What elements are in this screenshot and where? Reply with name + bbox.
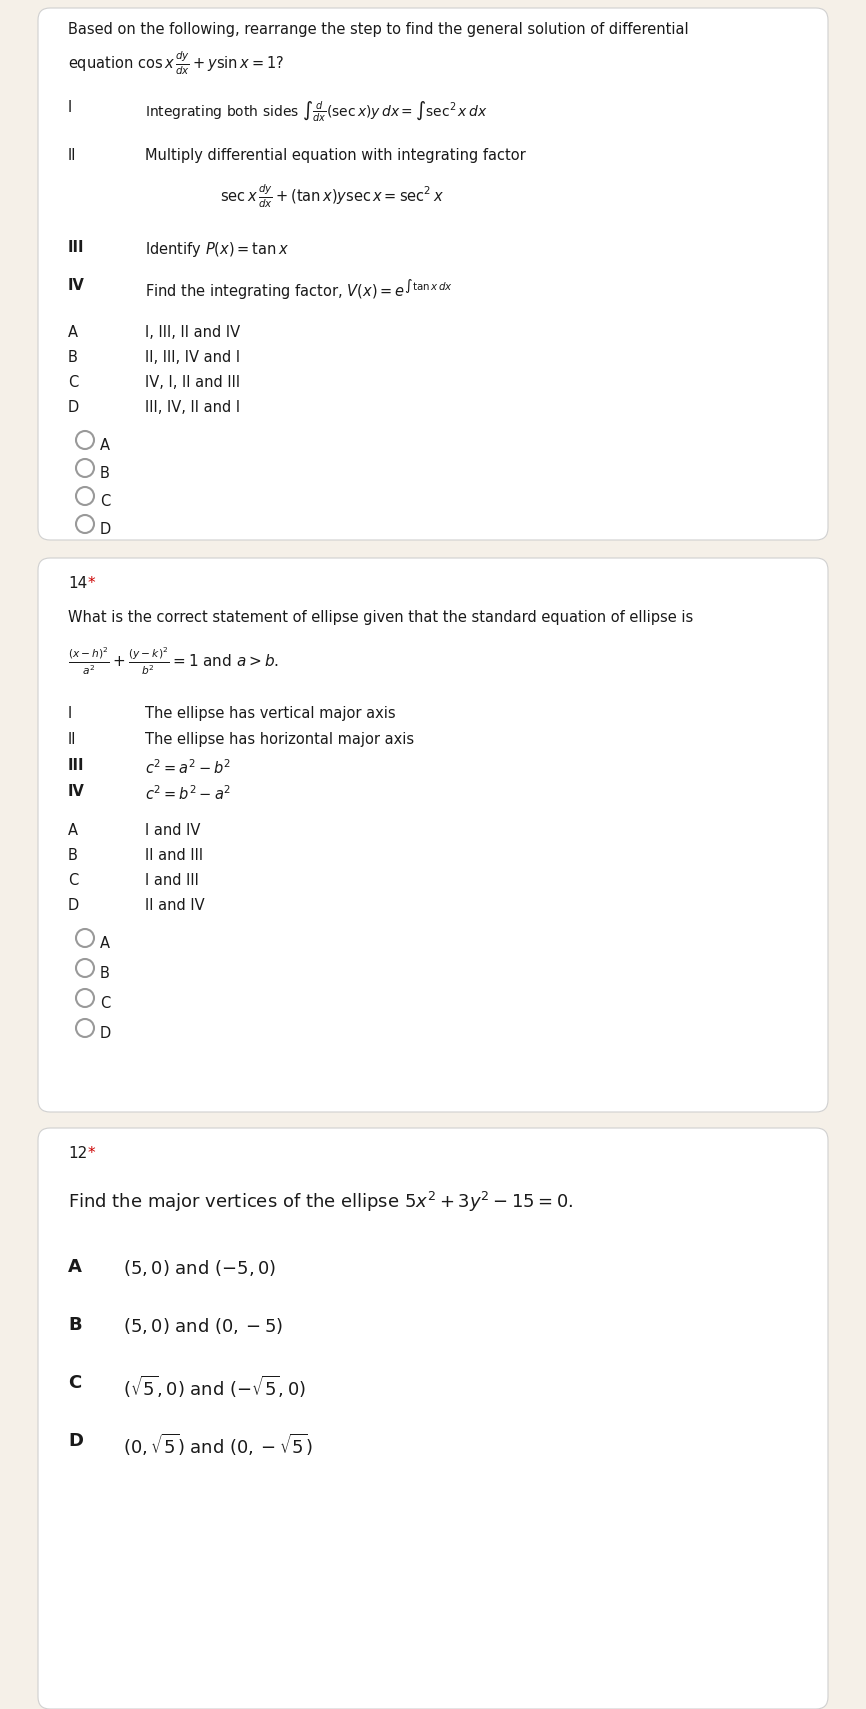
Text: $(\sqrt{5}, 0)$ and $(-\sqrt{5}, 0)$: $(\sqrt{5}, 0)$ and $(-\sqrt{5}, 0)$ [123, 1374, 306, 1400]
Text: A: A [68, 1258, 82, 1277]
Text: The ellipse has vertical major axis: The ellipse has vertical major axis [145, 706, 396, 721]
Text: $(0, \sqrt{5})$ and $(0, -\sqrt{5})$: $(0, \sqrt{5})$ and $(0, -\sqrt{5})$ [123, 1432, 313, 1458]
Text: equation $\cos x\,\frac{dy}{dx} + y\sin x = 1$?: equation $\cos x\,\frac{dy}{dx} + y\sin … [68, 50, 284, 77]
Text: B: B [68, 848, 78, 863]
Text: I and III: I and III [145, 873, 199, 889]
Text: D: D [100, 1025, 111, 1041]
Text: A: A [68, 325, 78, 340]
Text: II and IV: II and IV [145, 897, 204, 913]
Text: A: A [100, 438, 110, 453]
Text: C: C [68, 873, 78, 889]
Text: IV: IV [68, 279, 85, 292]
Text: IV, I, II and III: IV, I, II and III [145, 374, 240, 390]
Text: III, IV, II and I: III, IV, II and I [145, 400, 240, 415]
Text: I and IV: I and IV [145, 824, 200, 837]
Text: Find the integrating factor, $V(x) = e^{\int \tan x\,dx}$: Find the integrating factor, $V(x) = e^{… [145, 279, 453, 302]
Text: B: B [100, 467, 110, 480]
Text: II, III, IV and I: II, III, IV and I [145, 350, 240, 366]
FancyBboxPatch shape [38, 1128, 828, 1709]
Text: *: * [88, 1147, 95, 1160]
Text: III: III [68, 239, 85, 255]
FancyBboxPatch shape [38, 559, 828, 1113]
Text: B: B [100, 966, 110, 981]
Text: 14: 14 [68, 576, 87, 591]
Text: Integrating both sides $\int \frac{d}{dx}(\sec x)y\,dx = \int \sec^2 x\,dx$: Integrating both sides $\int \frac{d}{dx… [145, 101, 488, 125]
Text: $\sec x\,\frac{dy}{dx} + (\tan x)y\sec x = \sec^2 x$: $\sec x\,\frac{dy}{dx} + (\tan x)y\sec x… [220, 183, 444, 210]
Text: What is the correct statement of ellipse given that the standard equation of ell: What is the correct statement of ellipse… [68, 610, 694, 625]
Text: *: * [88, 576, 95, 591]
Text: A: A [100, 937, 110, 950]
Text: D: D [68, 400, 80, 415]
Text: II: II [68, 731, 76, 747]
Text: The ellipse has horizontal major axis: The ellipse has horizontal major axis [145, 731, 414, 747]
Text: I, III, II and IV: I, III, II and IV [145, 325, 240, 340]
Text: $c^2 = a^2 - b^2$: $c^2 = a^2 - b^2$ [145, 759, 231, 776]
Text: $\frac{(x-h)^2}{a^2} + \frac{(y-k)^2}{b^2} = 1$ and $a > b$.: $\frac{(x-h)^2}{a^2} + \frac{(y-k)^2}{b^… [68, 646, 279, 677]
Text: B: B [68, 1316, 81, 1335]
Text: II and III: II and III [145, 848, 204, 863]
Text: IV: IV [68, 784, 85, 800]
Text: Based on the following, rearrange the step to find the general solution of diffe: Based on the following, rearrange the st… [68, 22, 688, 38]
Text: I: I [68, 706, 72, 721]
Text: III: III [68, 759, 85, 772]
Text: C: C [100, 996, 110, 1012]
Text: $c^2 = b^2 - a^2$: $c^2 = b^2 - a^2$ [145, 784, 231, 803]
Text: Identify $P(x) = \tan x$: Identify $P(x) = \tan x$ [145, 239, 289, 260]
Text: Multiply differential equation with integrating factor: Multiply differential equation with inte… [145, 149, 526, 162]
Text: C: C [100, 494, 110, 509]
Text: $(5, 0)$ and $(0, -5)$: $(5, 0)$ and $(0, -5)$ [123, 1316, 283, 1336]
Text: II: II [68, 149, 76, 162]
Text: A: A [68, 824, 78, 837]
Text: B: B [68, 350, 78, 366]
Text: D: D [100, 521, 111, 537]
Text: D: D [68, 1432, 83, 1449]
Text: D: D [68, 897, 80, 913]
Text: 12: 12 [68, 1147, 87, 1160]
Text: Find the major vertices of the ellipse $5x^2 + 3y^2 - 15 = 0$.: Find the major vertices of the ellipse $… [68, 1189, 573, 1213]
Text: C: C [68, 374, 78, 390]
Text: I: I [68, 101, 72, 115]
Text: $(5, 0)$ and $(-5, 0)$: $(5, 0)$ and $(-5, 0)$ [123, 1258, 276, 1278]
Text: C: C [68, 1374, 81, 1393]
FancyBboxPatch shape [38, 9, 828, 540]
